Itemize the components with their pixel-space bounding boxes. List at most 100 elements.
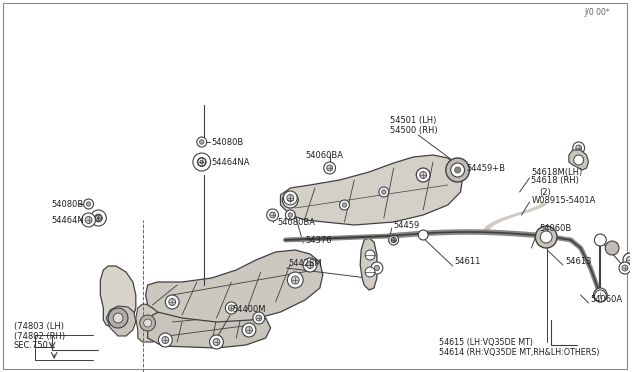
Text: (74803 (LH): (74803 (LH)	[14, 323, 64, 331]
Text: (2): (2)	[540, 187, 551, 196]
Text: 54459+B: 54459+B	[467, 164, 506, 173]
Text: 54080BA: 54080BA	[278, 218, 316, 227]
Circle shape	[540, 231, 552, 243]
Circle shape	[267, 209, 278, 221]
Circle shape	[576, 145, 582, 151]
Circle shape	[95, 215, 101, 221]
Circle shape	[140, 315, 156, 331]
Circle shape	[379, 187, 388, 197]
Circle shape	[365, 267, 375, 277]
Circle shape	[159, 333, 172, 347]
Text: 54080B: 54080B	[51, 199, 83, 208]
Circle shape	[391, 237, 396, 243]
Text: 54613: 54613	[565, 257, 591, 266]
Text: W08915-5401A: W08915-5401A	[531, 196, 596, 205]
Circle shape	[85, 217, 92, 224]
Circle shape	[90, 210, 106, 226]
Circle shape	[86, 202, 91, 206]
Circle shape	[253, 312, 265, 324]
Circle shape	[595, 290, 606, 302]
Text: 54428M: 54428M	[289, 260, 322, 269]
Circle shape	[381, 190, 386, 194]
Text: 54464N: 54464N	[51, 215, 84, 224]
Text: 54500 (RH): 54500 (RH)	[390, 125, 437, 135]
Circle shape	[200, 140, 204, 144]
Text: 54618 (RH): 54618 (RH)	[531, 176, 579, 185]
Circle shape	[303, 258, 317, 272]
Text: 54618M(LH): 54618M(LH)	[531, 167, 582, 176]
Circle shape	[365, 250, 375, 260]
Polygon shape	[148, 306, 271, 348]
Text: 54400M: 54400M	[232, 305, 266, 314]
Circle shape	[198, 158, 205, 166]
Circle shape	[113, 313, 123, 323]
Circle shape	[416, 168, 430, 182]
Circle shape	[605, 241, 619, 255]
Text: 54060A: 54060A	[591, 295, 623, 305]
Circle shape	[95, 214, 102, 222]
Polygon shape	[146, 250, 323, 322]
Polygon shape	[136, 304, 159, 342]
Circle shape	[573, 155, 584, 165]
Circle shape	[371, 262, 383, 274]
Circle shape	[388, 235, 399, 245]
Circle shape	[593, 288, 607, 302]
Circle shape	[597, 292, 604, 298]
Circle shape	[446, 158, 469, 182]
Circle shape	[84, 199, 93, 209]
Polygon shape	[569, 150, 589, 170]
Circle shape	[97, 217, 100, 219]
Circle shape	[340, 200, 349, 210]
Circle shape	[288, 213, 292, 217]
Circle shape	[392, 239, 395, 241]
Circle shape	[451, 163, 465, 177]
Circle shape	[307, 262, 314, 269]
Text: (74802 (RH): (74802 (RH)	[14, 331, 65, 340]
Text: 54080B: 54080B	[212, 138, 244, 147]
Circle shape	[256, 315, 262, 321]
Circle shape	[573, 142, 584, 154]
Circle shape	[419, 230, 428, 240]
Circle shape	[165, 295, 179, 309]
Circle shape	[144, 319, 152, 327]
Text: J/0 00*: J/0 00*	[584, 7, 610, 16]
Circle shape	[284, 191, 297, 205]
Circle shape	[327, 165, 333, 171]
Circle shape	[200, 160, 204, 164]
Text: 54615 (LH:VQ35DE MT): 54615 (LH:VQ35DE MT)	[439, 337, 533, 346]
Polygon shape	[360, 238, 377, 290]
Text: 54060BA: 54060BA	[305, 151, 343, 160]
Circle shape	[285, 210, 295, 220]
Circle shape	[108, 308, 128, 328]
Text: 54060B: 54060B	[540, 224, 572, 232]
Circle shape	[536, 226, 557, 248]
Circle shape	[623, 253, 637, 267]
Polygon shape	[280, 155, 463, 225]
Circle shape	[342, 203, 347, 207]
Circle shape	[286, 196, 294, 204]
Circle shape	[169, 298, 175, 305]
Circle shape	[82, 213, 95, 227]
Circle shape	[324, 162, 335, 174]
Circle shape	[225, 302, 237, 314]
Circle shape	[228, 305, 234, 311]
Circle shape	[627, 257, 634, 263]
Circle shape	[287, 195, 294, 202]
Circle shape	[269, 212, 276, 218]
Circle shape	[622, 265, 628, 271]
Circle shape	[213, 339, 220, 346]
Circle shape	[374, 265, 380, 271]
Circle shape	[197, 157, 206, 167]
Circle shape	[287, 272, 303, 288]
Circle shape	[246, 327, 252, 334]
Circle shape	[391, 237, 396, 243]
Circle shape	[162, 337, 169, 343]
FancyBboxPatch shape	[3, 3, 627, 369]
Circle shape	[291, 276, 299, 284]
Circle shape	[420, 171, 427, 179]
Circle shape	[595, 234, 606, 246]
Circle shape	[197, 137, 207, 147]
Text: 54464NA: 54464NA	[212, 157, 250, 167]
Circle shape	[454, 167, 461, 173]
Text: 54376: 54376	[305, 235, 332, 244]
